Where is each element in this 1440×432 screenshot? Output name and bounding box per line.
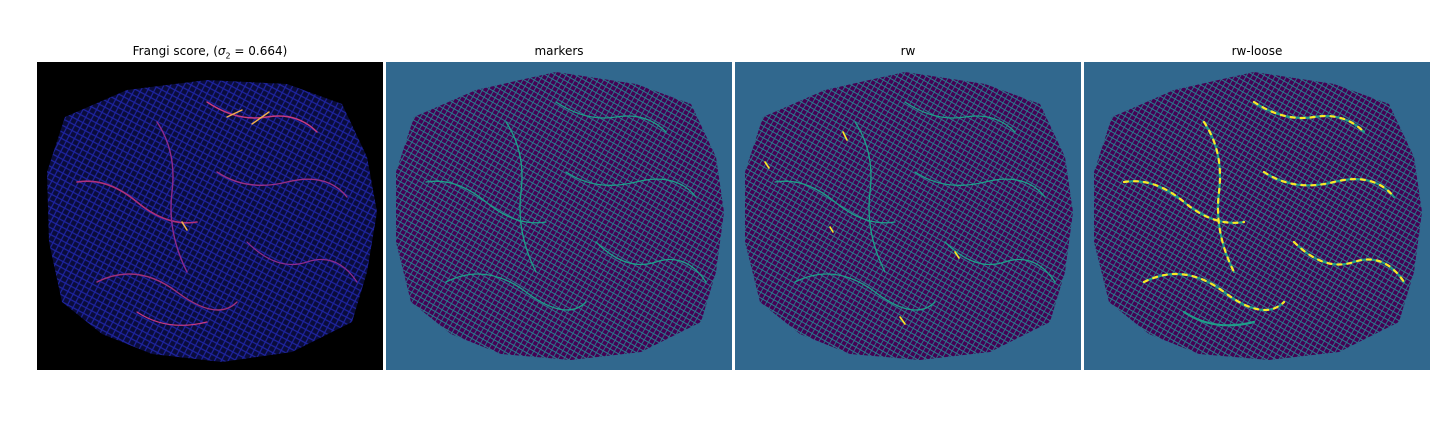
- markers-image: [386, 62, 732, 370]
- rw-image: [735, 62, 1081, 370]
- rw-loose-image: [1084, 62, 1430, 370]
- panel-title-rw: rw: [900, 44, 916, 58]
- panel-title-frangi: Frangi score, (σ2 = 0.664): [132, 44, 288, 61]
- panel-title-markers: markers: [534, 44, 584, 58]
- panel-title-rw-loose: rw-loose: [1231, 44, 1283, 58]
- frangi-score-image: [37, 62, 383, 370]
